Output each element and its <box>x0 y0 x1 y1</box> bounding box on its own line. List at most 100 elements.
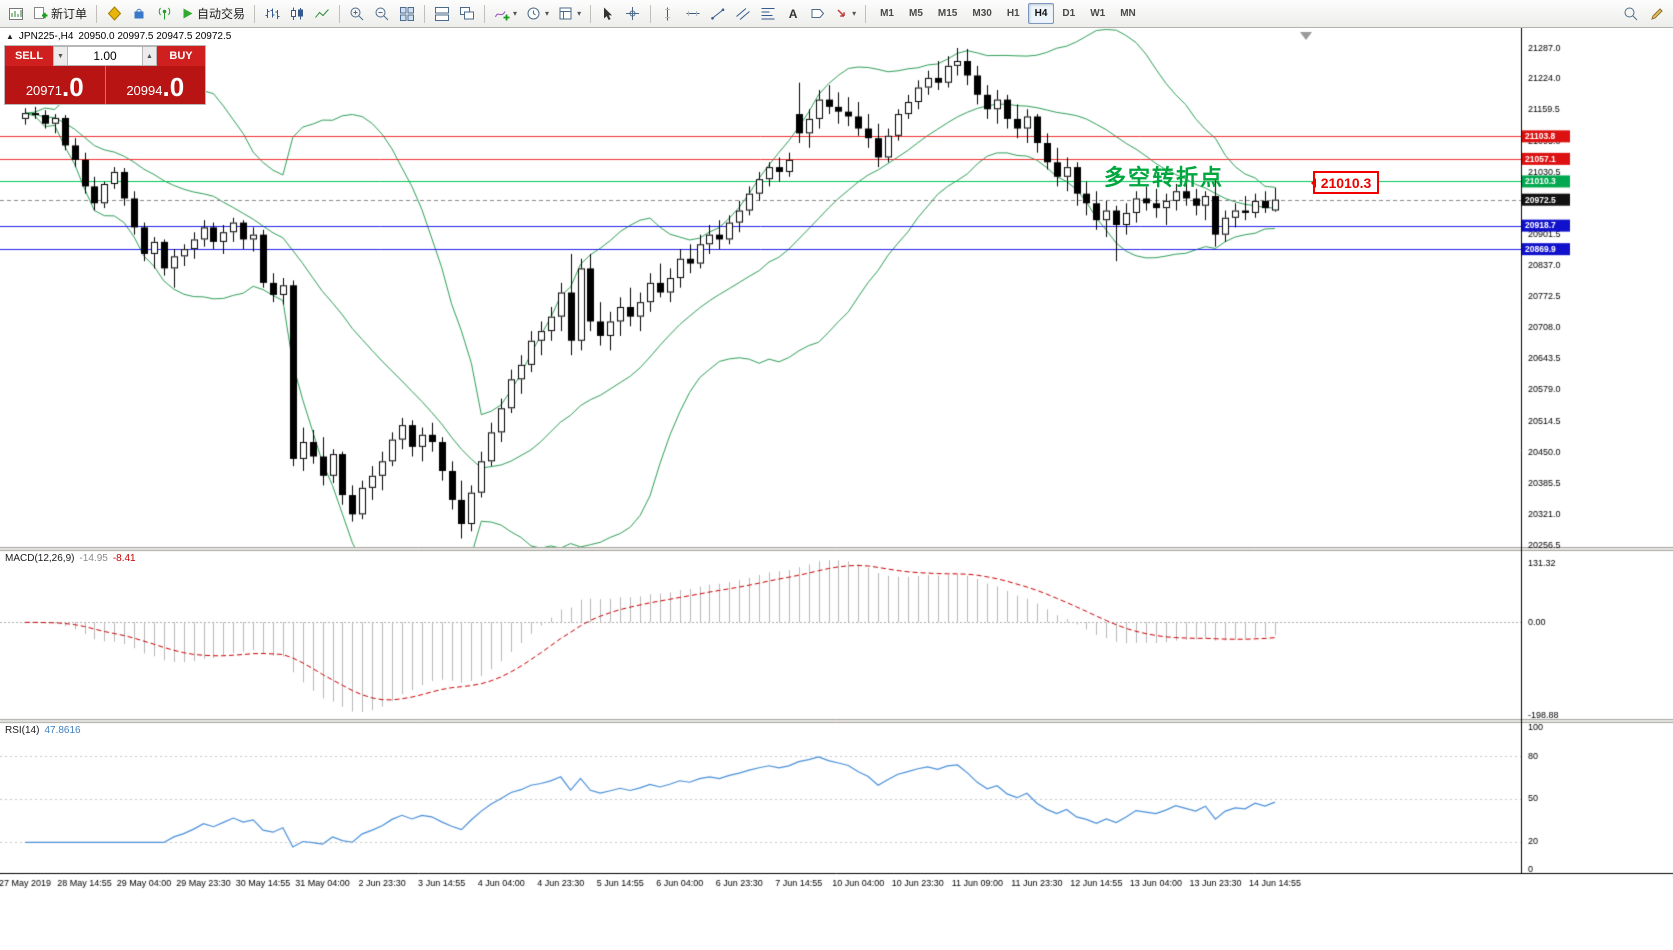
timeframe-group: M1 M5 M15 M30 H1 H4 D1 W1 MN <box>873 3 1143 24</box>
volume-decrease-button[interactable]: ▼ <box>53 46 68 66</box>
toolbar-separator <box>590 4 592 23</box>
autotrading-label: 自动交易 <box>197 7 246 21</box>
turning-point-annotation[interactable]: 多空转折点 <box>1104 165 1225 190</box>
new-chart-icon <box>9 7 23 20</box>
fibonacci-button[interactable] <box>756 2 780 26</box>
timeframe-h4-button[interactable]: H4 <box>1027 3 1055 24</box>
chart-symbol-period: JPN225-,H4 <box>18 31 74 42</box>
search-icon <box>1624 7 1638 20</box>
timeframe-m5-button[interactable]: M5 <box>902 3 930 24</box>
toolbar-separator <box>865 4 867 23</box>
buy-button[interactable]: BUY <box>157 46 205 66</box>
price-annotation-box[interactable]: 21010.3 <box>1311 171 1379 194</box>
macd-indicator-header: MACD(12,26,9) -14.95 -8.41 <box>5 553 136 564</box>
new-order-button[interactable]: 新订单 <box>29 2 91 26</box>
dropdown-caret-icon: ▾ <box>577 8 582 18</box>
timeframe-m1-button[interactable]: M1 <box>873 3 901 24</box>
label-icon <box>811 8 825 18</box>
timeframe-w1-button[interactable]: W1 <box>1083 3 1112 24</box>
spin-down-icon: ▼ <box>57 52 64 60</box>
new-order-icon <box>34 7 48 19</box>
new-chart-button[interactable] <box>4 2 28 26</box>
vertical-line-button[interactable] <box>656 2 680 26</box>
arrange-windows-button[interactable] <box>430 2 454 26</box>
toolbar-separator <box>650 4 652 23</box>
macd-label: MACD(12,26,9) <box>5 553 75 564</box>
text-tool-button[interactable]: A <box>781 2 805 26</box>
macd-signal-value: -8.41 <box>112 553 136 564</box>
sell-button[interactable]: SELL <box>5 46 53 66</box>
toolbar-separator <box>96 4 98 23</box>
rsi-value: 47.8616 <box>44 725 81 736</box>
arrows-tool-button[interactable]: ▾ <box>831 2 860 26</box>
cascade-windows-icon <box>460 6 475 19</box>
volume-input[interactable]: 1.00 <box>68 46 142 66</box>
crosshair-icon <box>626 6 640 20</box>
chart-ohlc-header: ▲ JPN225-,H4 20950.0 20997.5 20947.5 209… <box>6 31 231 42</box>
autotrading-play-icon <box>183 8 193 19</box>
toolbar-separator <box>424 4 426 23</box>
periods-button[interactable]: ▾ <box>522 2 553 26</box>
toolbar-separator <box>254 4 256 23</box>
arrange-windows-icon <box>435 6 450 21</box>
chart-ohlc-values: 20950.0 20997.5 20947.5 20972.5 <box>78 31 232 42</box>
rsi-indicator-header: RSI(14) 47.8616 <box>5 725 81 736</box>
dropdown-caret-icon: ▾ <box>513 8 518 18</box>
pencil-icon <box>1651 7 1663 20</box>
channel-button[interactable] <box>731 2 755 26</box>
cursor-icon <box>604 7 613 20</box>
autotrading-button[interactable]: 自动交易 <box>177 2 249 26</box>
templates-button[interactable]: ▾ <box>554 2 585 26</box>
indicators-button[interactable]: ▾ <box>490 2 521 26</box>
rsi-label: RSI(14) <box>5 725 40 736</box>
signals-button[interactable] <box>152 2 176 26</box>
tile-windows-icon <box>400 6 415 21</box>
tile-windows-button[interactable] <box>395 2 419 26</box>
crosshair-button[interactable] <box>621 2 645 26</box>
chart-canvas[interactable] <box>0 28 1673 950</box>
market-button[interactable] <box>127 2 151 26</box>
fibonacci-icon <box>761 7 775 19</box>
buy-price-main: 20994 <box>126 83 163 98</box>
horizontal-line-icon <box>686 10 700 16</box>
timeframe-h1-button[interactable]: H1 <box>1000 3 1027 24</box>
label-tool-button[interactable] <box>806 2 830 26</box>
timeframe-mn-button[interactable]: MN <box>1113 3 1143 24</box>
bar-chart-icon <box>265 8 280 19</box>
search-button[interactable] <box>1619 2 1643 26</box>
cursor-button[interactable] <box>596 2 620 26</box>
one-click-trading-panel: SELL ▼ 1.00 ▲ BUY 20971 .0 20994 .0 <box>5 46 205 104</box>
sell-price-button[interactable]: 20971 .0 <box>5 66 105 104</box>
text-tool-icon: A <box>788 6 798 21</box>
market-icon <box>134 8 144 19</box>
candlestick-chart-icon <box>291 7 304 20</box>
edit-button[interactable] <box>1645 2 1669 26</box>
mql5-icon <box>107 6 121 21</box>
mql5-button[interactable] <box>102 2 126 26</box>
timeframe-d1-button[interactable]: D1 <box>1055 3 1082 24</box>
zoom-in-icon <box>350 7 364 20</box>
spin-up-icon: ▲ <box>146 52 153 60</box>
buy-price-pips: .0 <box>162 72 185 102</box>
timeframe-m15-button[interactable]: M15 <box>931 3 964 24</box>
line-chart-button[interactable] <box>310 2 334 26</box>
toolbar-separator <box>484 4 486 23</box>
buy-price-button[interactable]: 20994 .0 <box>104 66 205 104</box>
trendline-button[interactable] <box>706 2 730 26</box>
volume-increase-button[interactable]: ▲ <box>142 46 157 66</box>
zoom-out-button[interactable] <box>370 2 394 26</box>
trade-panel-price-row: 20971 .0 20994 .0 <box>5 66 205 104</box>
horizontal-line-button[interactable] <box>681 2 705 26</box>
one-click-collapse-arrow[interactable]: ▲ <box>6 32 14 41</box>
sell-price-main: 20971 <box>25 83 62 98</box>
cascade-windows-button[interactable] <box>455 2 479 26</box>
timeframe-m30-button[interactable]: M30 <box>965 3 998 24</box>
zoom-in-button[interactable] <box>345 2 369 26</box>
bar-chart-button[interactable] <box>260 2 284 26</box>
macd-main-value: -14.95 <box>79 553 108 564</box>
dropdown-caret-icon: ▾ <box>852 8 857 18</box>
candlestick-chart-button[interactable] <box>285 2 309 26</box>
trade-panel-top-row: SELL ▼ 1.00 ▲ BUY <box>5 46 205 66</box>
templates-icon <box>559 7 572 19</box>
